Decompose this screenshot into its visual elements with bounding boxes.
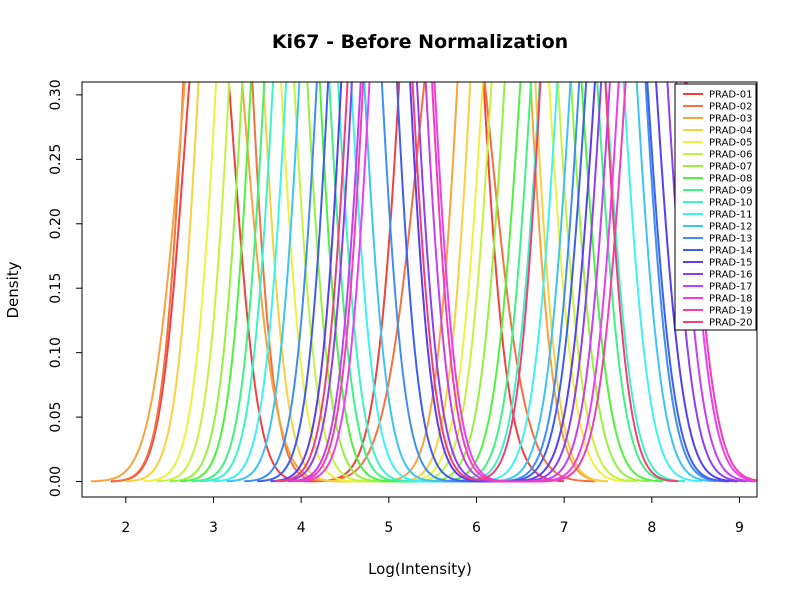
legend-label: PRAD-04 — [709, 126, 752, 137]
x-tick-label: 6 — [472, 520, 481, 536]
y-tick-label: 0.10 — [48, 337, 64, 368]
legend: PRAD-01PRAD-02PRAD-03PRAD-04PRAD-05PRAD-… — [674, 83, 757, 331]
legend-label: PRAD-08 — [709, 174, 752, 185]
legend-label: PRAD-20 — [709, 318, 752, 329]
legend-label: PRAD-09 — [709, 186, 752, 197]
y-tick-label: 0.00 — [48, 466, 64, 497]
legend-label: PRAD-18 — [709, 294, 752, 305]
x-tick-label: 4 — [297, 520, 306, 536]
y-tick-label: 0.05 — [48, 402, 64, 433]
legend-label: PRAD-11 — [709, 210, 752, 221]
x-tick-label: 5 — [384, 520, 393, 536]
y-axis-label: Density — [4, 261, 22, 318]
legend-label: PRAD-17 — [709, 282, 752, 293]
legend-label: PRAD-02 — [709, 102, 752, 113]
y-axis: 0.00 0.05 0.10 0.15 0.20 0.25 0.30 — [48, 79, 83, 497]
legend-label: PRAD-14 — [709, 246, 752, 257]
legend-label: PRAD-05 — [709, 138, 752, 149]
legend-label: PRAD-06 — [709, 150, 752, 161]
legend-label: PRAD-15 — [709, 258, 752, 269]
legend-label: PRAD-01 — [709, 90, 752, 101]
series-layer — [90, 82, 757, 483]
legend-label: PRAD-19 — [709, 306, 752, 317]
density-curve-prad-20 — [274, 82, 679, 483]
legend-label: PRAD-07 — [709, 162, 752, 173]
plot-frame — [81, 81, 758, 498]
y-tick-label: 0.30 — [48, 79, 64, 110]
x-tick-label: 8 — [647, 520, 656, 536]
x-axis-label: Log(Intensity) — [368, 560, 472, 578]
density-curve-prad-19 — [292, 82, 757, 483]
legend-label: PRAD-13 — [709, 234, 752, 245]
x-tick-label: 7 — [560, 520, 569, 536]
legend-label: PRAD-03 — [709, 114, 752, 125]
chart-title: Ki67 - Before Normalization — [272, 31, 568, 53]
legend-label: PRAD-12 — [709, 222, 752, 233]
x-tick-label: 9 — [735, 520, 744, 536]
y-tick-label: 0.15 — [48, 273, 64, 304]
legend-box — [674, 83, 757, 331]
y-tick-label: 0.20 — [48, 208, 64, 239]
legend-label: PRAD-10 — [709, 198, 752, 209]
legend-label: PRAD-16 — [709, 270, 752, 281]
x-tick-label: 2 — [121, 520, 130, 536]
y-tick-label: 0.25 — [48, 144, 64, 175]
x-tick-label: 3 — [209, 520, 218, 536]
